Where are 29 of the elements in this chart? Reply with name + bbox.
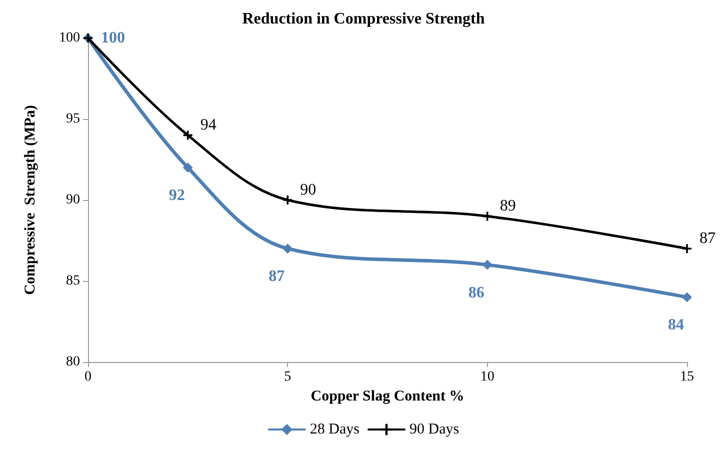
y-tick-label: 80: [66, 354, 80, 370]
y-tick-label: 100: [59, 30, 80, 46]
point: [182, 162, 193, 173]
legend-label: 90 Days: [410, 422, 460, 438]
point: [682, 292, 692, 302]
data-label: 87: [700, 230, 716, 248]
point: [682, 244, 692, 254]
y-axis-title: Compressive Strength (MPa): [22, 105, 38, 295]
point: [282, 244, 293, 254]
y-tick-label: 85: [66, 274, 80, 288]
chart-title: Reduction in Compressive Strength: [242, 10, 485, 28]
data-label: 92: [168, 187, 185, 204]
legend-label: 28 Days: [310, 422, 360, 438]
x-axis-title: Copper Slag Content %: [310, 388, 464, 404]
x-tick-label: 5: [284, 370, 292, 384]
data-label: 87: [268, 268, 285, 286]
point: [283, 196, 292, 204]
data-label: 94: [200, 116, 216, 134]
y-tick-label: 95: [66, 112, 80, 126]
y-tick-label: 90: [66, 192, 80, 208]
x-tick-label: 0: [84, 370, 92, 384]
data-label: 90: [300, 182, 316, 198]
data-label: 89: [500, 198, 516, 215]
data-label: 100: [101, 30, 125, 46]
data-label: 84: [668, 316, 684, 334]
x-tick-label: 10: [480, 370, 494, 384]
point: [482, 260, 492, 270]
x-tick-label: 15: [680, 370, 694, 384]
data-label: 86: [468, 284, 484, 302]
